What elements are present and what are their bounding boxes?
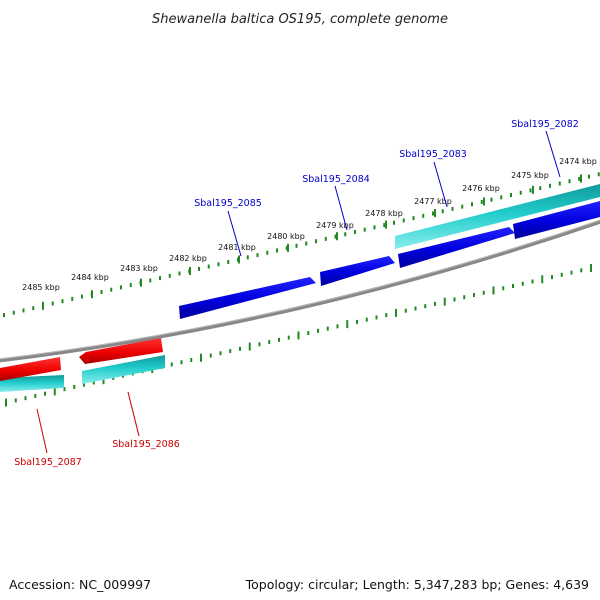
gene-feature-2082[interactable] [395,184,600,249]
tick-label-2485: 2485 kbp [22,283,60,292]
gene-label-sbal195-2086[interactable]: Sbal195_2086 [112,439,180,450]
tick-label-2474: 2474 kbp [559,157,597,166]
leader-2087 [36,408,48,454]
tick-label-2476: 2476 kbp [462,184,500,193]
gene-label-sbal195-2087[interactable]: Sbal195_2087 [14,457,82,468]
genome-summary-text: Topology: circular; Length: 5,347,283 bp… [245,577,589,592]
cds-sbal195-2086[interactable] [79,338,163,364]
leader-2084 [334,185,348,231]
ruler-labels: 2474 kbp 2475 kbp 2476 kbp 2477 kbp 2478… [22,157,597,292]
forward-cds-track [179,201,600,319]
cds-sbal195-2085[interactable] [179,277,316,319]
tick-label-2483: 2483 kbp [120,264,158,273]
gene-label-sbal195-2085[interactable]: Sbal195_2085 [194,198,262,209]
accession-text: Accession: NC_009997 [9,577,152,592]
upper-major-ticks [42,174,582,310]
tick-label-2477: 2477 kbp [414,197,452,206]
gene-feature-2087[interactable] [0,375,64,392]
upper-minor-ticks [3,172,600,318]
gene-features [0,184,600,392]
reverse-cds-track [0,338,163,381]
leader-2085 [227,210,242,257]
cds-sbal195-2087[interactable] [0,357,61,381]
upper-ruler [3,172,600,318]
lower-ruler [5,264,592,407]
tick-label-2475: 2475 kbp [511,171,549,180]
tick-label-2484: 2484 kbp [71,273,109,282]
gene-labels: Sbal195_2082 Sbal195_2083 Sbal195_2084 S… [14,119,579,468]
gene-label-sbal195-2084[interactable]: Sbal195_2084 [302,174,370,185]
tick-label-2480: 2480 kbp [267,232,305,241]
gene-feature-2086[interactable] [82,355,165,384]
cds-sbal195-2083[interactable] [398,227,515,268]
map-title: Shewanella baltica OS195, complete genom… [152,12,448,27]
tick-label-2481: 2481 kbp [218,243,256,252]
gene-label-sbal195-2082[interactable]: Sbal195_2082 [511,119,579,130]
tick-label-2479: 2479 kbp [316,221,354,230]
tick-label-2478: 2478 kbp [365,209,403,218]
cds-sbal195-2082[interactable] [513,201,600,239]
leader-2082 [545,130,561,178]
cds-sbal195-2084[interactable] [320,256,395,286]
gene-label-sbal195-2083[interactable]: Sbal195_2083 [399,149,467,160]
leader-2086 [127,391,140,437]
tick-label-2482: 2482 kbp [169,254,207,263]
genome-backbone-highlight [0,219,600,360]
leader-2083 [433,161,448,208]
genome-backbone [0,219,600,363]
